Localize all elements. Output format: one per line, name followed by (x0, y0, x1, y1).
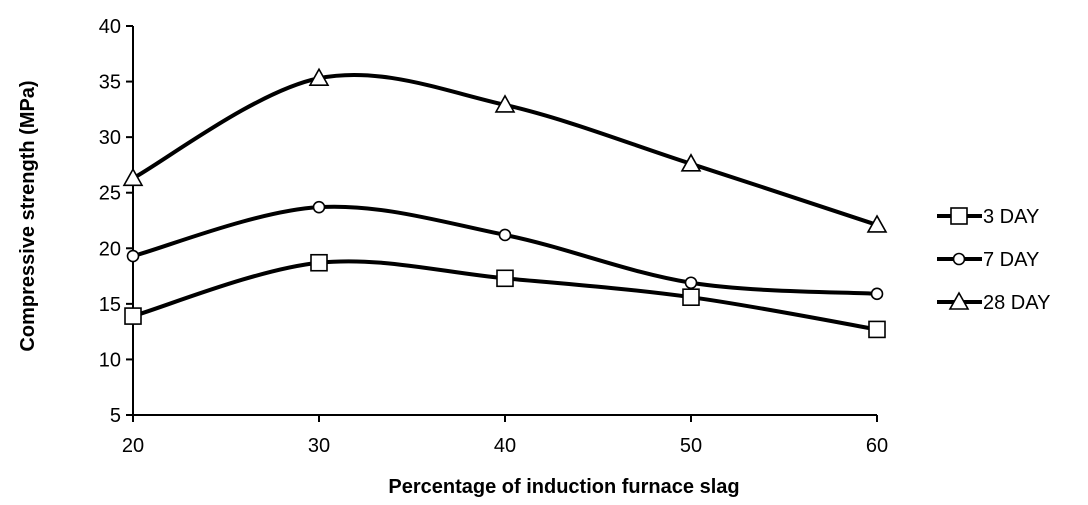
legend-label-7-day: 7 DAY (983, 249, 1039, 271)
y-tick-label: 40 (99, 16, 121, 38)
data-point-28-day (866, 214, 888, 233)
series-7-day (126, 200, 884, 301)
legend-item-3-day: 3 DAY (937, 206, 1039, 228)
series-3-day (124, 253, 886, 339)
data-point-28-day (308, 67, 330, 87)
data-point-7-day (126, 249, 140, 263)
legend-marker-7-day (952, 252, 966, 266)
data-point-3-day (868, 320, 886, 339)
data-point-7-day (684, 276, 698, 290)
y-axis-title: Compressive strength (MPa) (17, 80, 39, 351)
data-point-3-day (124, 307, 142, 325)
data-point-3-day (310, 253, 328, 272)
data-point-28-day (680, 153, 702, 172)
data-point-28-day (494, 94, 516, 113)
y-tick-label: 15 (99, 294, 121, 316)
legend-marker-28-day (948, 291, 970, 310)
data-point-7-day (312, 200, 326, 214)
legend-label-28-day: 28 DAY (983, 292, 1050, 314)
series-28-day (122, 67, 888, 233)
y-tick-label: 5 (110, 405, 121, 427)
x-tick-label: 50 (680, 435, 702, 457)
legend-item-7-day: 7 DAY (937, 249, 1039, 271)
y-tick-label: 10 (99, 349, 121, 371)
y-tick-label: 30 (99, 127, 121, 149)
legend: 3 DAY 7 DAY 28 DAY (937, 206, 1050, 314)
data-point-28-day (122, 167, 144, 187)
y-tick-label: 20 (99, 238, 121, 260)
data-point-3-day (682, 288, 700, 306)
data-point-7-day (498, 228, 512, 242)
data-point-7-day (870, 287, 884, 301)
data-point-3-day (496, 269, 514, 288)
x-tick-label: 60 (866, 435, 888, 457)
x-axis-title: Percentage of induction furnace slag (388, 476, 739, 498)
y-tick-label: 35 (99, 72, 121, 94)
legend-item-28-day: 28 DAY (937, 291, 1050, 314)
plot-area: 5 10 15 20 25 30 35 40 20 30 40 50 60 (99, 16, 888, 457)
x-tick-label: 20 (122, 435, 144, 457)
x-tick-label: 30 (308, 435, 330, 457)
legend-marker-3-day (950, 207, 968, 225)
y-tick-label: 25 (99, 183, 121, 205)
legend-label-3-day: 3 DAY (983, 206, 1039, 228)
x-tick-label: 40 (494, 435, 516, 457)
